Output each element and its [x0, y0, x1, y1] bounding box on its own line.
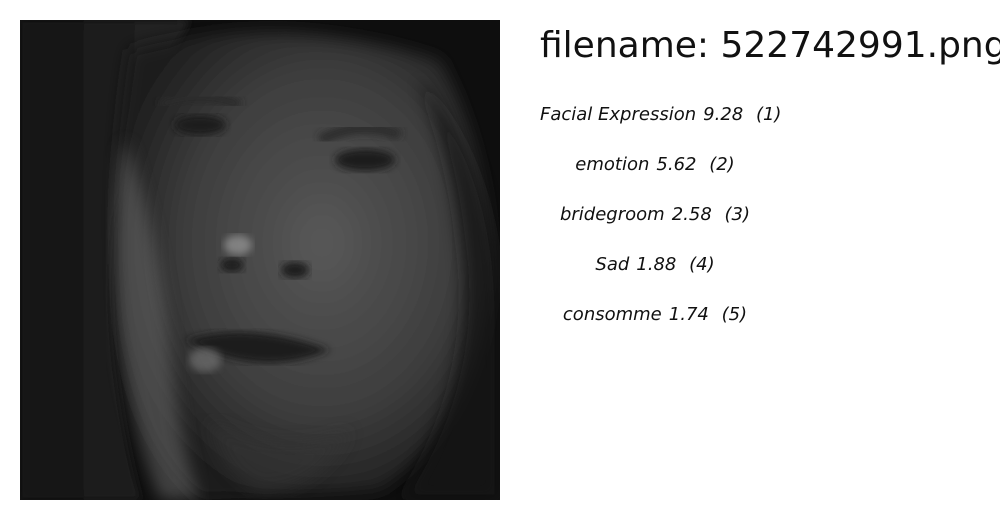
label-name: Sad	[595, 254, 630, 275]
label-score: 5.62	[656, 154, 697, 175]
label-item: consomme 1.74 (5)	[540, 300, 770, 350]
label-score: 1.88	[636, 254, 677, 275]
label-score: 9.28	[703, 104, 744, 125]
label-rank: (2)	[709, 154, 735, 175]
label-rank: (4)	[689, 254, 715, 275]
label-item: bridegroom 2.58 (3)	[540, 200, 770, 250]
label-rank: (3)	[724, 204, 751, 225]
label-rank: (1)	[755, 104, 782, 125]
filename-title: filename: 522742991.png	[540, 25, 1000, 66]
face-photo	[20, 20, 500, 500]
label-name: consomme	[562, 304, 662, 325]
label-name: Facial Expression	[540, 104, 697, 125]
label-score: 1.74	[668, 304, 709, 325]
label-item: Facial Expression 9.28 (1)	[540, 100, 781, 150]
label-rank: (5)	[721, 304, 748, 325]
label-list: Facial Expression 9.28 (1) emotion 5.62 (2…	[540, 100, 781, 350]
label-score: 2.58	[671, 204, 712, 225]
label-name: emotion	[575, 154, 650, 175]
label-name: bridegroom	[559, 204, 665, 225]
face-photo-icon	[20, 20, 500, 500]
label-item: Sad 1.88 (4)	[540, 250, 770, 300]
label-item: emotion 5.62 (2)	[540, 150, 770, 200]
